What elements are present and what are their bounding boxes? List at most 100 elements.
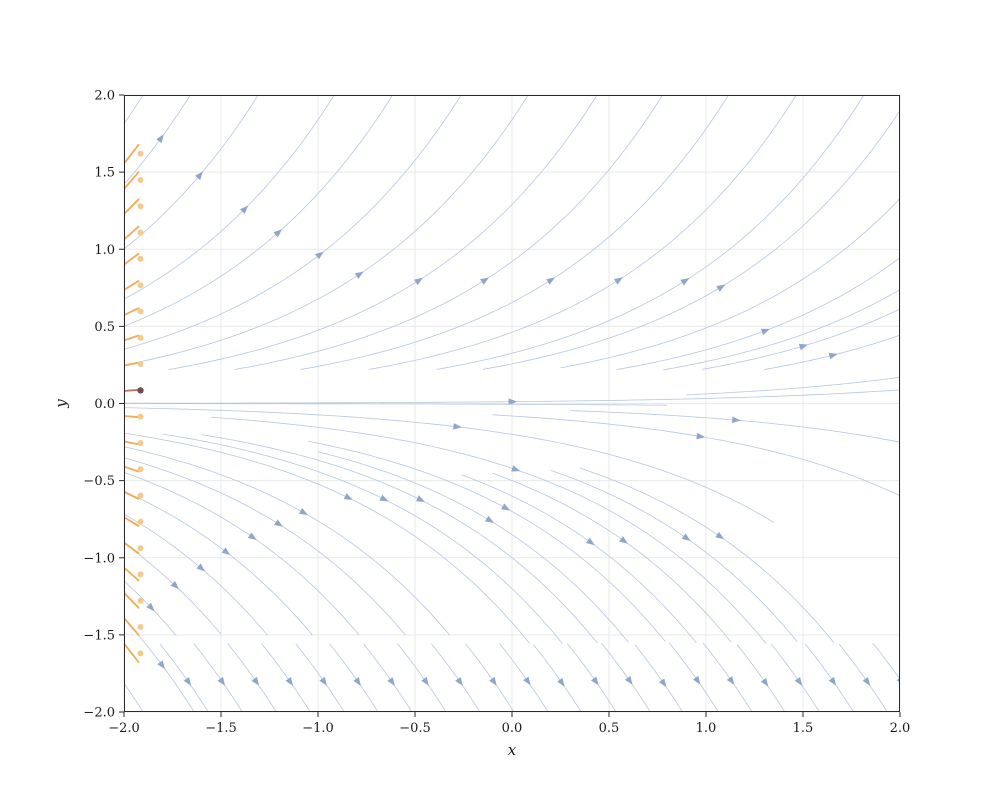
slope-mark (124, 592, 140, 609)
initial-condition-dot (137, 439, 144, 446)
slope-mark (124, 643, 140, 664)
streamline (124, 95, 462, 350)
streamline (300, 95, 730, 370)
x-tick-label: 1.0 (696, 721, 717, 736)
streamline-arrowhead (251, 676, 260, 686)
streamline (124, 95, 394, 327)
streamline (492, 472, 732, 643)
streamline (308, 440, 666, 642)
x-tick-label: 2.0 (890, 721, 911, 736)
streamline-arrowhead (680, 278, 690, 286)
streamline (579, 467, 835, 644)
y-tick-label: 1.5 (94, 166, 115, 181)
streamline (124, 95, 529, 366)
streamline (168, 95, 598, 370)
streamline-arrowhead (421, 676, 429, 686)
streamline-arrowhead (692, 675, 701, 685)
slope-mark (124, 361, 140, 367)
axes-spines (124, 95, 900, 712)
y-tick-label: 1.0 (94, 243, 115, 258)
slope-mark (124, 307, 140, 316)
slope-mark (124, 415, 140, 418)
streamline (124, 513, 268, 636)
y-tick-label: −1.5 (83, 628, 115, 643)
streamline-arrowhead (157, 660, 165, 670)
streamline (234, 95, 664, 370)
streamline-arrowhead (455, 677, 463, 686)
streamline (461, 474, 697, 644)
initial-condition-dot (137, 282, 144, 289)
streamline (124, 543, 222, 635)
streamline (482, 110, 900, 370)
slope-mark (124, 252, 140, 265)
streamline-arrowhead (726, 676, 735, 685)
streamline-arrowhead (285, 677, 293, 686)
streamline-arrowhead (299, 508, 308, 516)
x-tick-label: −1.0 (302, 721, 334, 736)
streamline (124, 682, 144, 712)
streamline (124, 407, 775, 523)
slope-mark (124, 618, 140, 636)
streamline-arrowhead (760, 328, 770, 335)
x-tick-label: −0.5 (399, 721, 431, 736)
slope-mark (124, 491, 140, 500)
initial-condition-dot (137, 361, 144, 368)
streamline-arrowhead (221, 547, 231, 556)
streamline-arrowhead (489, 676, 497, 686)
streamline-arrowhead (156, 134, 164, 144)
streamline-arrowhead (480, 277, 489, 285)
slope-mark (124, 440, 140, 446)
streamline-arrowhead (453, 423, 462, 430)
streamline-arrowhead (591, 676, 599, 686)
x-tick-label: 0.5 (599, 721, 620, 736)
axes-layer: −2.0 −1.5 −1.0 −0.5 0.0 0.5 1.0 1.5 2.0 −2.0 −1.5 −… (83, 89, 910, 737)
streamline-arrowhead (274, 519, 283, 527)
streamline (616, 257, 900, 370)
initial-condition-dot (137, 518, 144, 525)
streamline (686, 376, 900, 396)
x-tick-label: 1.5 (793, 721, 814, 736)
streamline (560, 198, 900, 369)
streamline (872, 643, 900, 681)
streamline-arrowhead (217, 676, 226, 686)
streamline-arrowhead (247, 532, 257, 540)
x-axis-label: x (508, 741, 517, 759)
streamline-arrowhead (732, 416, 741, 424)
streamline-arrowhead (585, 537, 595, 546)
slope-mark (124, 198, 140, 215)
streamlines-layer (124, 95, 900, 712)
streamline-arrowhead (557, 677, 565, 687)
streamline-arrowhead (196, 563, 206, 572)
streamline-arrowhead (387, 677, 395, 686)
y-tick-label: 2.0 (94, 89, 115, 104)
streamline (124, 446, 451, 636)
streamline-arrowhead (146, 602, 155, 612)
streamline (201, 434, 598, 644)
streamline-arrowhead (170, 580, 179, 590)
streamline (124, 95, 144, 125)
streamline (124, 95, 335, 300)
y-tick-label: 0.0 (94, 397, 115, 412)
streamline-arrowhead (416, 495, 425, 502)
streamline-arrowhead (195, 171, 203, 180)
y-tick-label: −2.0 (83, 706, 115, 721)
streamline (663, 289, 900, 371)
streamline-arrowhead (523, 676, 531, 686)
x-tick-label: −1.5 (205, 721, 237, 736)
streamline-arrowhead (379, 494, 389, 502)
initial-condition-dot (137, 624, 144, 631)
initial-condition-dot (137, 176, 144, 183)
streamline-arrowhead (183, 677, 192, 686)
streamline (550, 470, 798, 642)
y-tick-label: 0.5 (94, 320, 115, 335)
initial-condition-dot (137, 571, 144, 578)
streamline (124, 490, 313, 636)
initial-condition-dot (137, 650, 144, 657)
streamline-arrowhead (760, 677, 769, 687)
slope-mark (124, 542, 140, 555)
y-tick-label: −0.5 (83, 474, 115, 489)
streamline-arrowhead (354, 271, 364, 279)
streamline-arrowhead (614, 277, 623, 285)
streamline-arrowhead (485, 515, 494, 523)
